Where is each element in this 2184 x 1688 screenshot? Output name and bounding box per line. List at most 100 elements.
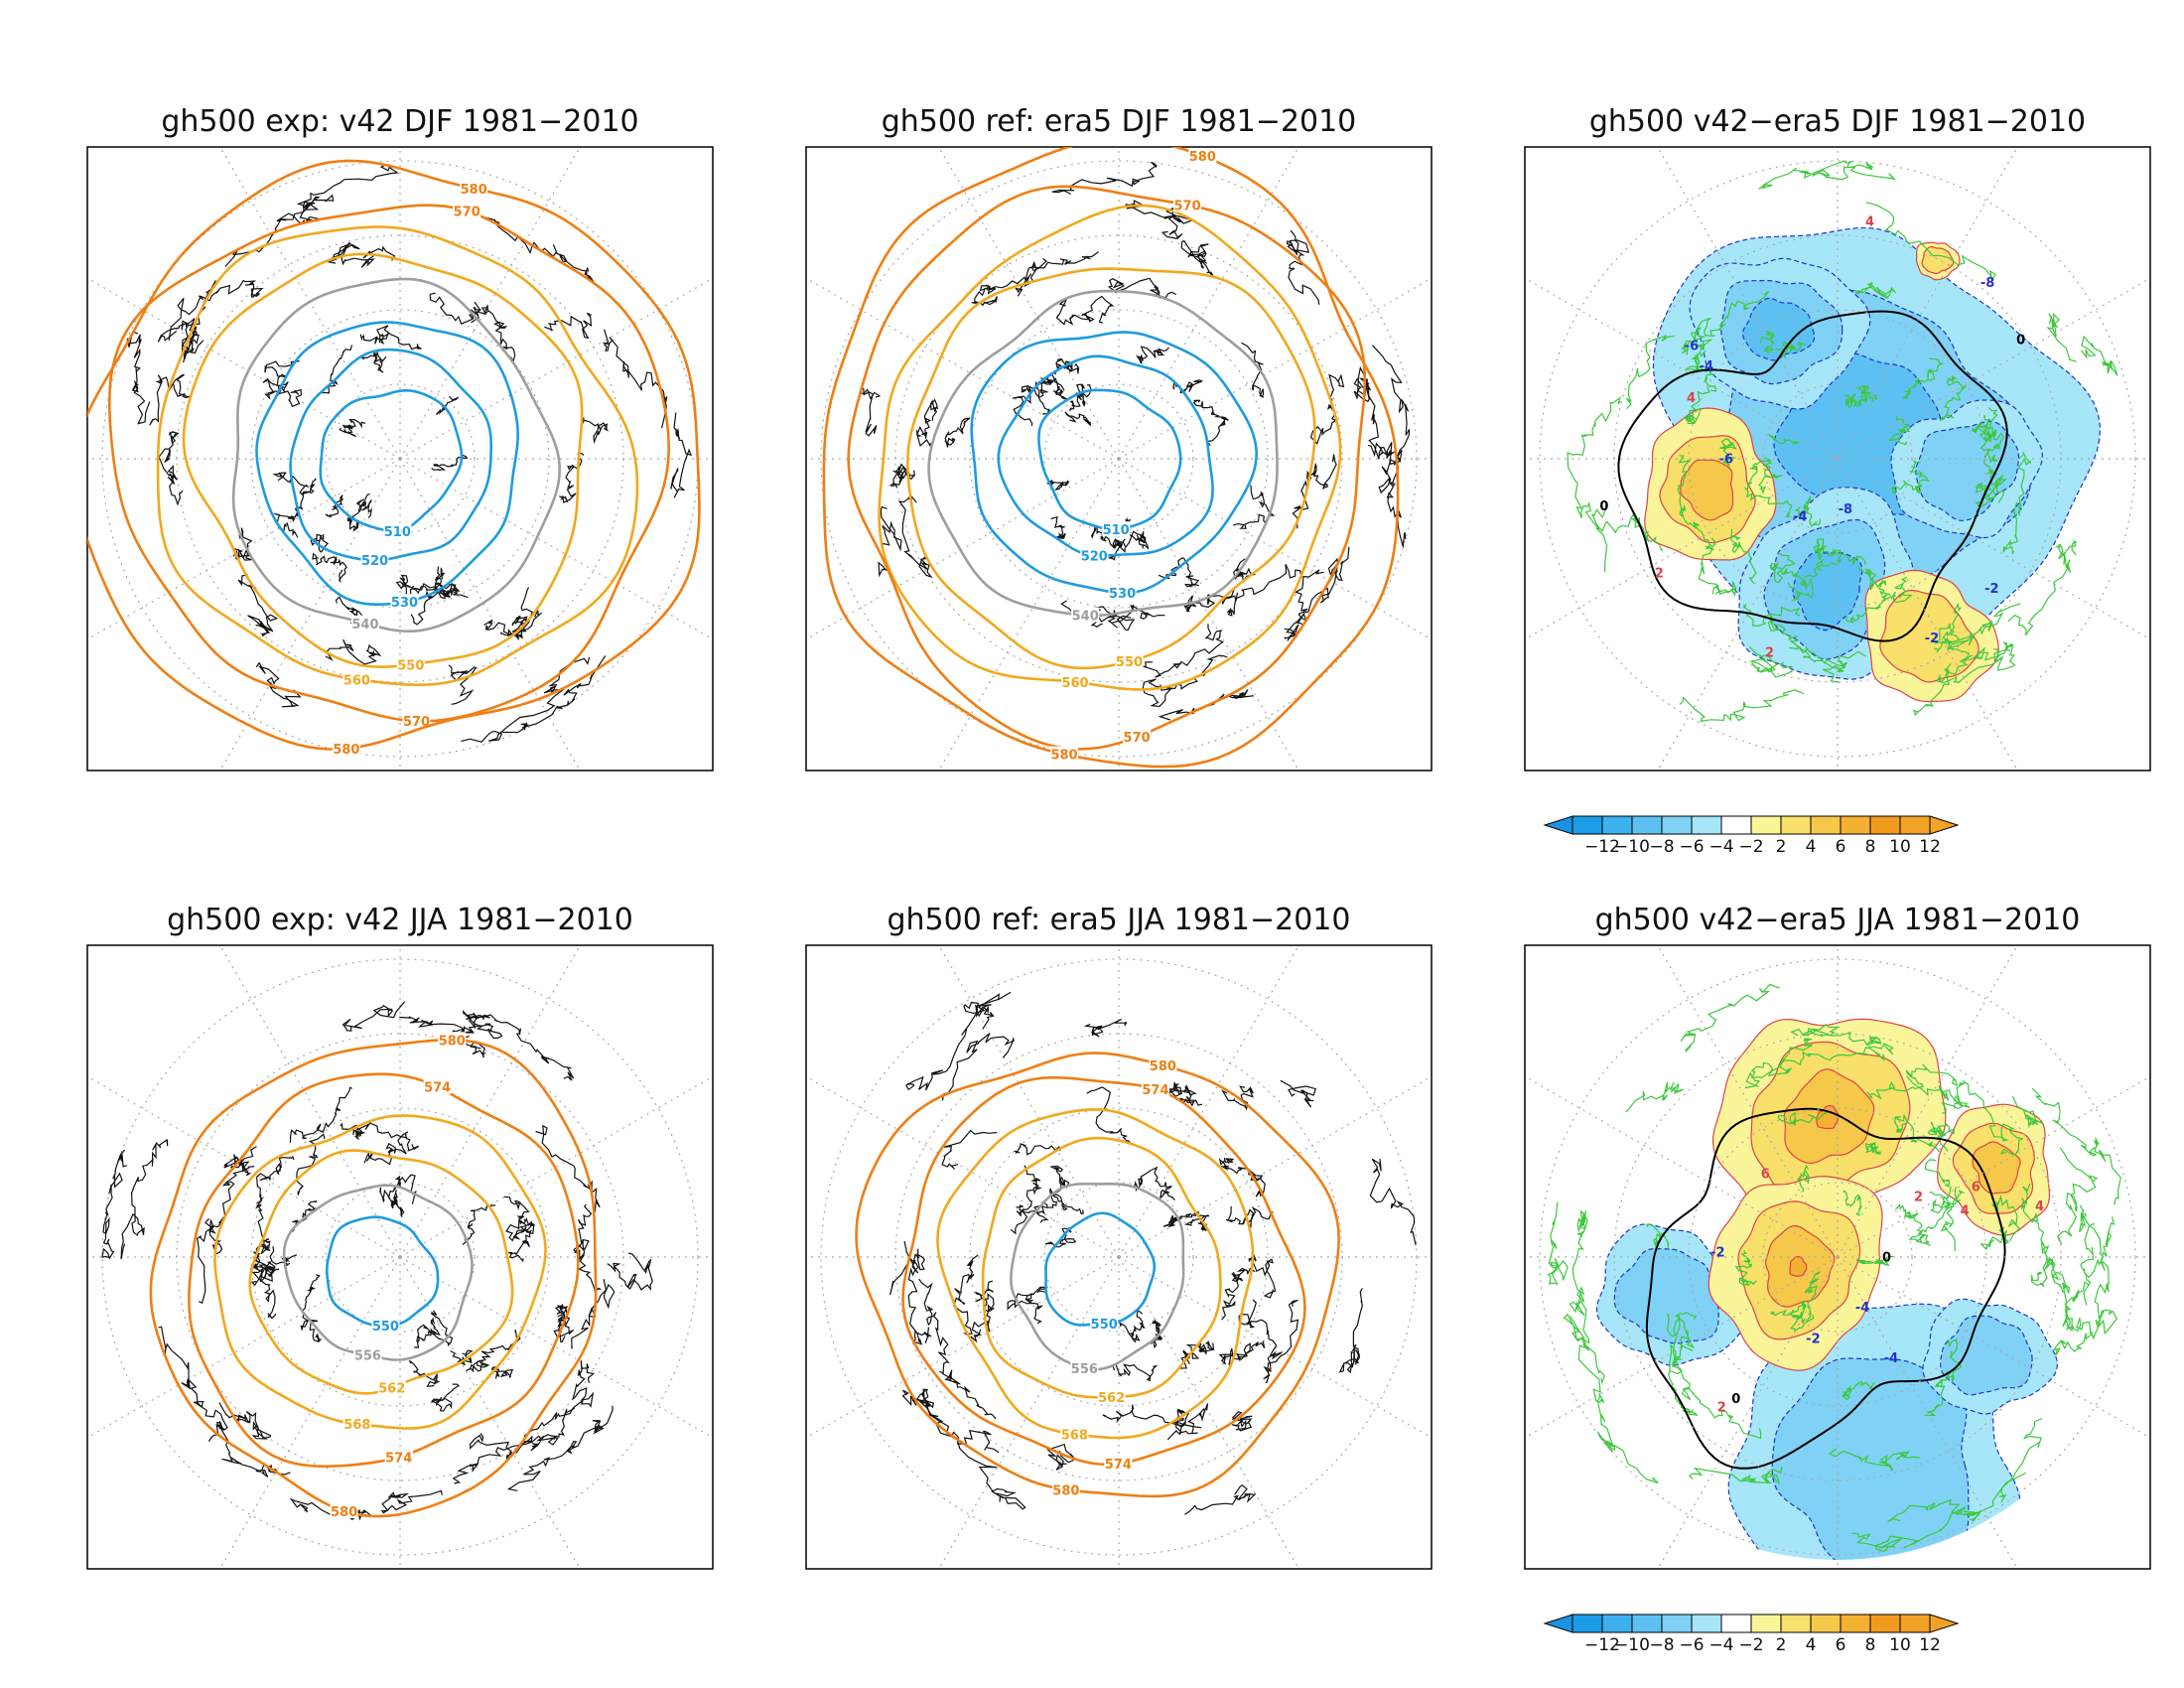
map-panel: gh500 exp: v42 JJA 1981−2010 550 556 562 568… [86, 903, 714, 1570]
colorbar-over-arrow [1929, 815, 1960, 835]
coastline [1248, 1254, 1277, 1299]
latitude-circle [1539, 160, 2136, 758]
coastline [399, 1016, 487, 1058]
coastline [462, 1202, 496, 1245]
contour-line [188, 1072, 580, 1469]
contour-label-bg [1173, 197, 1202, 212]
coastline [359, 350, 387, 373]
coastline [197, 1227, 223, 1305]
contour-label-bg [1050, 746, 1079, 762]
coastline [915, 398, 939, 449]
contour-label: 568 [343, 1418, 370, 1433]
contour-label-bg [332, 740, 360, 756]
coastline [1033, 1165, 1070, 1223]
latitude-circle [250, 309, 550, 609]
positive-anomaly-region [1789, 1256, 1808, 1277]
map-panel: gh500 v42−era5 JJA 1981−2010 -2 -2 -4 -4 2 2 4 4… [1524, 903, 2151, 1570]
coastline [1979, 407, 2005, 503]
contour-label-bg [1071, 607, 1100, 623]
coastline [1570, 1316, 1659, 1484]
coastline [1744, 1043, 1894, 1089]
coastline [1068, 383, 1092, 412]
coastline [120, 1139, 169, 1260]
coastline [1927, 1121, 1956, 1152]
colorbar-segment [1750, 1614, 1782, 1633]
contour-label: 540 [351, 618, 378, 633]
colorbar-segment [1601, 1614, 1633, 1633]
coastline [1689, 1466, 1783, 1484]
coastline [255, 1155, 295, 1255]
contour-label-bg [1149, 1056, 1177, 1072]
coastline [1569, 1209, 1588, 1317]
coastline [289, 1086, 352, 1143]
coastline [272, 472, 316, 496]
colorbar-segment [1840, 815, 1871, 835]
coastline [2031, 1087, 2121, 1205]
negative-anomaly-region [1940, 1315, 2033, 1396]
coastline [2046, 312, 2077, 362]
coastline [2091, 1216, 2118, 1340]
coastline [944, 417, 971, 448]
coastline [482, 216, 596, 284]
contour-line [326, 1215, 440, 1328]
coastline [878, 505, 902, 578]
colorbar-tick-label: −6 [1679, 837, 1704, 857]
coastline [255, 661, 302, 708]
coastline [1369, 1158, 1417, 1246]
contour-label: 550 [397, 658, 424, 673]
latitude-circle [969, 309, 1269, 609]
contour-label-bg [1090, 1316, 1119, 1332]
coastline [1039, 377, 1069, 400]
anomaly-label: 0 [1599, 499, 1608, 514]
coastline [1729, 528, 1757, 585]
contour-line [981, 1136, 1222, 1399]
coastline [414, 1317, 441, 1348]
coastline [340, 1121, 420, 1152]
coastline [1924, 1159, 1956, 1252]
contour-label-bg [438, 1032, 467, 1048]
coastline [1939, 374, 1967, 422]
coastline [1158, 557, 1200, 588]
panel-title: gh500 ref: era5 JJA 1981−2010 [887, 903, 1351, 937]
coastline [1136, 346, 1169, 365]
panel-title: gh500 exp: v42 JJA 1981−2010 [167, 903, 633, 937]
contour-label: 570 [403, 715, 430, 730]
latitude-circle [101, 958, 699, 1556]
contour-label: 530 [391, 596, 418, 611]
contour-label: 562 [1098, 1391, 1125, 1406]
anomaly-label: 4 [1961, 1203, 1970, 1218]
coastline [223, 1146, 257, 1177]
colorbar-tick-label: 8 [1865, 837, 1876, 857]
contour-line [997, 354, 1214, 557]
coastlines [859, 162, 1411, 721]
coastlines [1547, 983, 2121, 1552]
contour-label-bg [384, 1449, 413, 1465]
coastline [1906, 1075, 1971, 1109]
coastline [470, 1433, 560, 1463]
anomaly-label: 2 [1717, 1400, 1726, 1415]
anomaly-label: -2 [1710, 1246, 1724, 1261]
panel-title: gh500 v42−era5 DJF 1981−2010 [1589, 104, 2086, 139]
contour-line [1037, 388, 1182, 531]
coastline [507, 1217, 535, 1263]
latitude-circle [820, 160, 1418, 758]
colorbar-segment [1780, 815, 1812, 835]
coastline [1668, 1354, 1699, 1416]
coastline [897, 493, 933, 579]
coastline [1895, 1202, 1926, 1244]
contour-label: 520 [1081, 549, 1108, 564]
negative-anomaly-region [1771, 1357, 1970, 1560]
coastline [1180, 239, 1215, 279]
coastline [1857, 565, 1891, 602]
coastline [1338, 1288, 1364, 1374]
latitude-circle [1762, 383, 1913, 534]
coastline [889, 1248, 926, 1296]
contour-line [1010, 1183, 1185, 1371]
colorbar-under-arrow [1543, 1614, 1573, 1633]
contour-line [822, 147, 1400, 769]
contour-line [149, 1038, 598, 1518]
anomaly-label: -8 [1980, 276, 1994, 291]
